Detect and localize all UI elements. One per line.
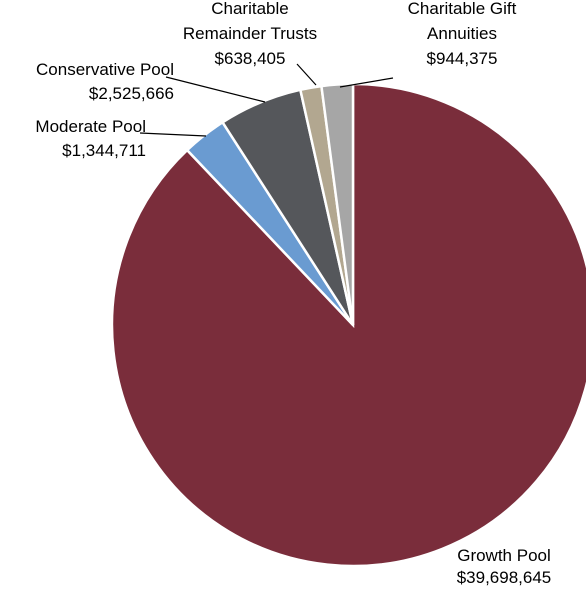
data-label-line: Remainder Trusts	[183, 24, 317, 43]
leader-lines	[139, 63, 394, 137]
pie-slice-growth-pool	[110, 82, 586, 568]
leader-line-charitable-remainder-trusts	[296, 63, 317, 86]
data-label-line: Charitable Gift	[408, 0, 517, 18]
data-label-charitable-gift-annuities: Charitable Gift Annuities $944,375	[408, 0, 517, 68]
data-label-line: $39,698,645	[457, 568, 552, 587]
pie-slices	[110, 82, 586, 568]
data-label-line: Charitable	[211, 0, 289, 18]
data-label-line: $638,405	[215, 49, 286, 68]
data-label-line: $2,525,666	[89, 84, 174, 103]
leader-line-moderate-pool	[139, 132, 207, 137]
data-label-line: $1,344,711	[62, 141, 146, 160]
data-label-charitable-remainder-trusts: Charitable Remainder Trusts $638,405	[183, 0, 317, 68]
data-label-line: Annuities	[427, 24, 497, 43]
pie-slice-charitable-gift-annuities	[320, 82, 355, 326]
data-label-conservative-pool: Conservative Pool $2,525,666	[36, 60, 174, 103]
data-label-line: Moderate Pool	[35, 117, 146, 136]
leader-line-conservative-pool	[165, 76, 266, 103]
data-label-line: Growth Pool	[457, 546, 551, 565]
data-label-moderate-pool: Moderate Pool $1,344,711	[35, 117, 146, 160]
data-label-line: Conservative Pool	[36, 60, 174, 79]
slice-labels: Growth Pool $39,698,645 Moderate Pool $1,34…	[35, 0, 551, 587]
leader-line-charitable-gift-annuities	[339, 77, 394, 88]
data-label-line: $944,375	[427, 49, 498, 68]
data-label-growth-pool: Growth Pool $39,698,645	[457, 546, 552, 587]
